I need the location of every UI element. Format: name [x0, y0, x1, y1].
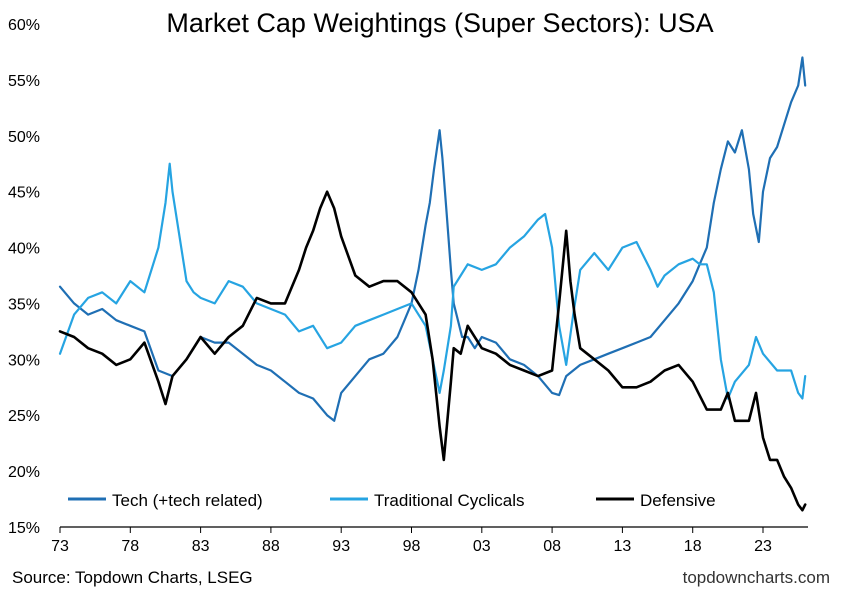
series-layer [58, 56, 807, 512]
series-line-traditional-cyclicals [58, 162, 807, 400]
x-tick-label: 88 [262, 538, 280, 555]
x-tick-label: 13 [614, 538, 632, 555]
x-tick-label: 18 [684, 538, 702, 555]
x-tick-label: 03 [473, 538, 491, 555]
x-tick-label: 93 [332, 538, 350, 555]
y-tick-label: 60% [8, 17, 40, 34]
legend-label: Tech (+tech related) [112, 491, 263, 510]
y-tick-label: 20% [8, 464, 40, 481]
y-tick-label: 15% [8, 520, 40, 537]
brand-watermark: topdowncharts.com [683, 568, 830, 587]
y-tick-label: 50% [8, 129, 40, 146]
legend: Tech (+tech related) Traditional Cyclical… [68, 491, 716, 510]
legend-label: Traditional Cyclicals [374, 491, 525, 510]
y-tick-label: 25% [8, 408, 40, 425]
y-tick-label: 30% [8, 352, 40, 369]
y-tick-label: 35% [8, 296, 40, 313]
chart-title: Market Cap Weightings (Super Sectors): U… [166, 8, 713, 38]
y-tick-label: 55% [8, 73, 40, 90]
series-line-defensive [58, 190, 807, 512]
legend-label: Defensive [640, 491, 716, 510]
x-tick-label: 83 [192, 538, 210, 555]
x-axis: 73 78 83 88 93 98 03 08 13 18 23 [51, 526, 808, 555]
x-tick-label: 73 [51, 538, 69, 555]
x-tick-label: 78 [121, 538, 139, 555]
x-tick-label: 08 [543, 538, 561, 555]
y-tick-label: 40% [8, 241, 40, 258]
x-tick-label: 98 [403, 538, 421, 555]
series-line-tech-tech-related [58, 56, 807, 422]
y-tick-label: 45% [8, 185, 40, 202]
x-tick-label: 23 [754, 538, 772, 555]
source-note: Source: Topdown Charts, LSEG [12, 568, 253, 587]
y-axis: 15% 20% 25% 30% 35% 40% 45% 50% 55% 60% [8, 17, 40, 537]
